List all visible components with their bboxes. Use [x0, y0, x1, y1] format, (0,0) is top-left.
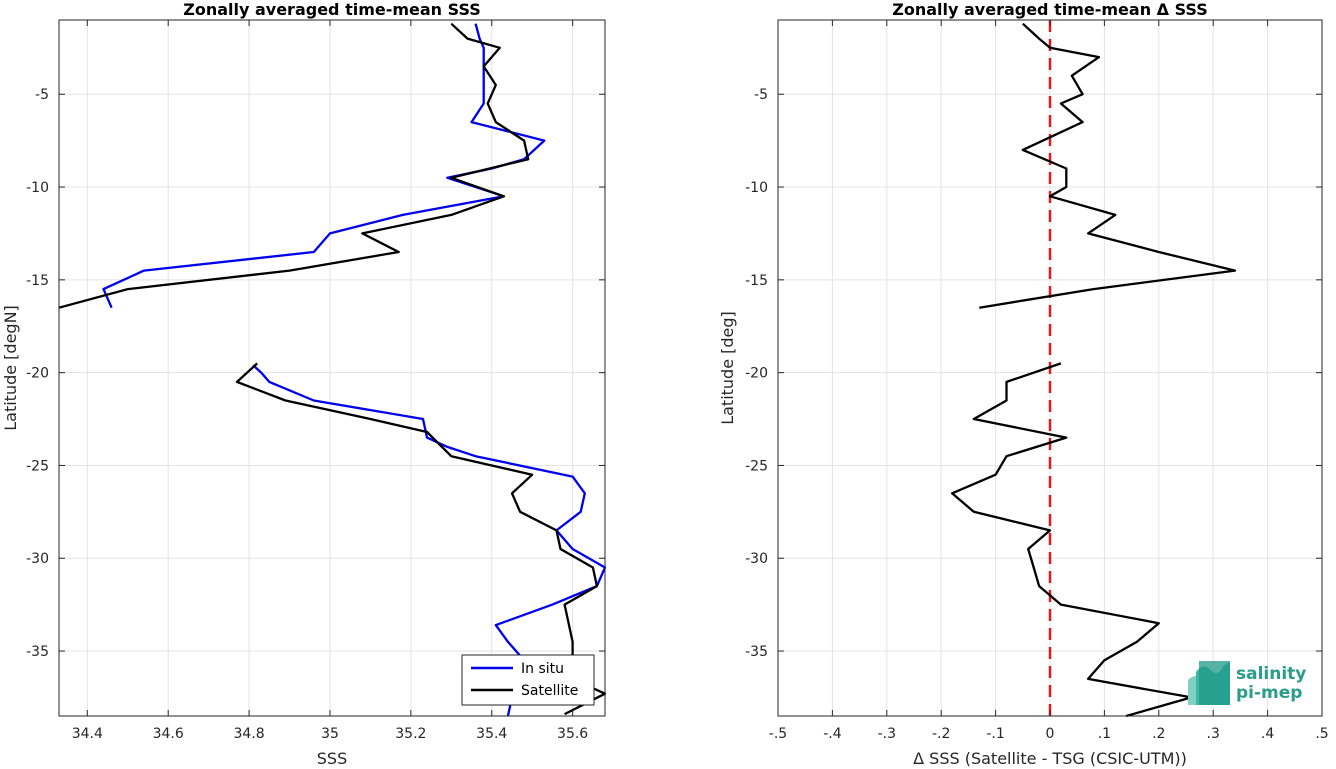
x-tick-label: .2 [1152, 726, 1165, 742]
y-tick-label: -30 [745, 551, 768, 567]
x-tick-label: 34.6 [153, 726, 184, 742]
waves-icon [1188, 661, 1230, 705]
x-tick-label: -.2 [932, 726, 950, 742]
series-line-delta-segment-2 [950, 362, 1193, 718]
x-tick-label: 0 [1046, 726, 1055, 742]
x-tick-label: .5 [1315, 726, 1328, 742]
logo-text-salinity: salinity [1236, 664, 1306, 684]
salinity-pi-mep-logo: salinity pi-mep [1188, 661, 1306, 705]
legend-label-in-situ: In situ [521, 661, 564, 677]
y-tick-label: -25 [26, 458, 49, 474]
x-tick-label: -.4 [823, 726, 842, 742]
left-plot-sss: 34.4 34.6 34.8 35 35.2 35.4 35.6 -35 -30 -25 -20 -1… [1, 0, 607, 768]
x-axis-label: Δ SSS (Satellite - TSG (CSIC-UTM)) [913, 749, 1187, 768]
series-line-in-situ-segment-2 [252, 364, 607, 717]
x-axis-label: SSS [317, 749, 347, 768]
legend: In situ Satellite [461, 654, 595, 706]
y-axis-label: Latitude [degN] [1, 305, 20, 431]
y-tick-label: -10 [26, 180, 49, 196]
x-tick-label: 35.2 [395, 726, 426, 742]
series-line-satellite-segment-1 [58, 22, 530, 309]
y-tick-label: -25 [745, 458, 768, 474]
y-axis-label: Latitude [deg] [718, 311, 737, 425]
x-tick-label: -.1 [986, 726, 1004, 742]
x-tick-label: .4 [1261, 726, 1274, 742]
x-tick-label: -.5 [769, 726, 787, 742]
y-tick-label: -20 [745, 366, 768, 382]
series-line-delta-segment-1 [979, 22, 1237, 309]
plot-title: Zonally averaged time-mean SSS [183, 0, 481, 19]
y-tick-label: -35 [26, 644, 49, 660]
x-tick-label: 35 [321, 726, 339, 742]
y-tick-label: -15 [26, 273, 49, 289]
right-plot-delta-sss: -.5 -.4 -.3 -.2 -.1 0 .1 .2 .3 .4 .5 -35 -30 -25 -20 -1… [718, 0, 1329, 768]
y-tick-label: -5 [754, 87, 768, 103]
y-tick-label: -35 [745, 644, 768, 660]
y-tick-label: -10 [745, 180, 768, 196]
x-tick-label: .3 [1207, 726, 1220, 742]
x-tick-label: 35.4 [476, 726, 507, 742]
x-tick-label: 34.8 [234, 726, 265, 742]
x-tick-label: .1 [1098, 726, 1111, 742]
y-tick-label: -15 [745, 273, 768, 289]
y-tick-label: -30 [26, 551, 49, 567]
x-tick-label: -.3 [878, 726, 896, 742]
y-tick-label: -20 [26, 366, 49, 382]
legend-label-satellite: Satellite [521, 683, 578, 699]
x-tick-label: 35.6 [557, 726, 588, 742]
plot-title: Zonally averaged time-mean Δ SSS [892, 0, 1208, 19]
y-tick-label: -5 [35, 87, 49, 103]
legend-box [461, 654, 595, 706]
plot-area [59, 20, 605, 716]
logo-text-pi-mep: pi-mep [1236, 683, 1302, 703]
axes-frame [58, 19, 606, 717]
x-tick-label: 34.4 [72, 726, 103, 742]
